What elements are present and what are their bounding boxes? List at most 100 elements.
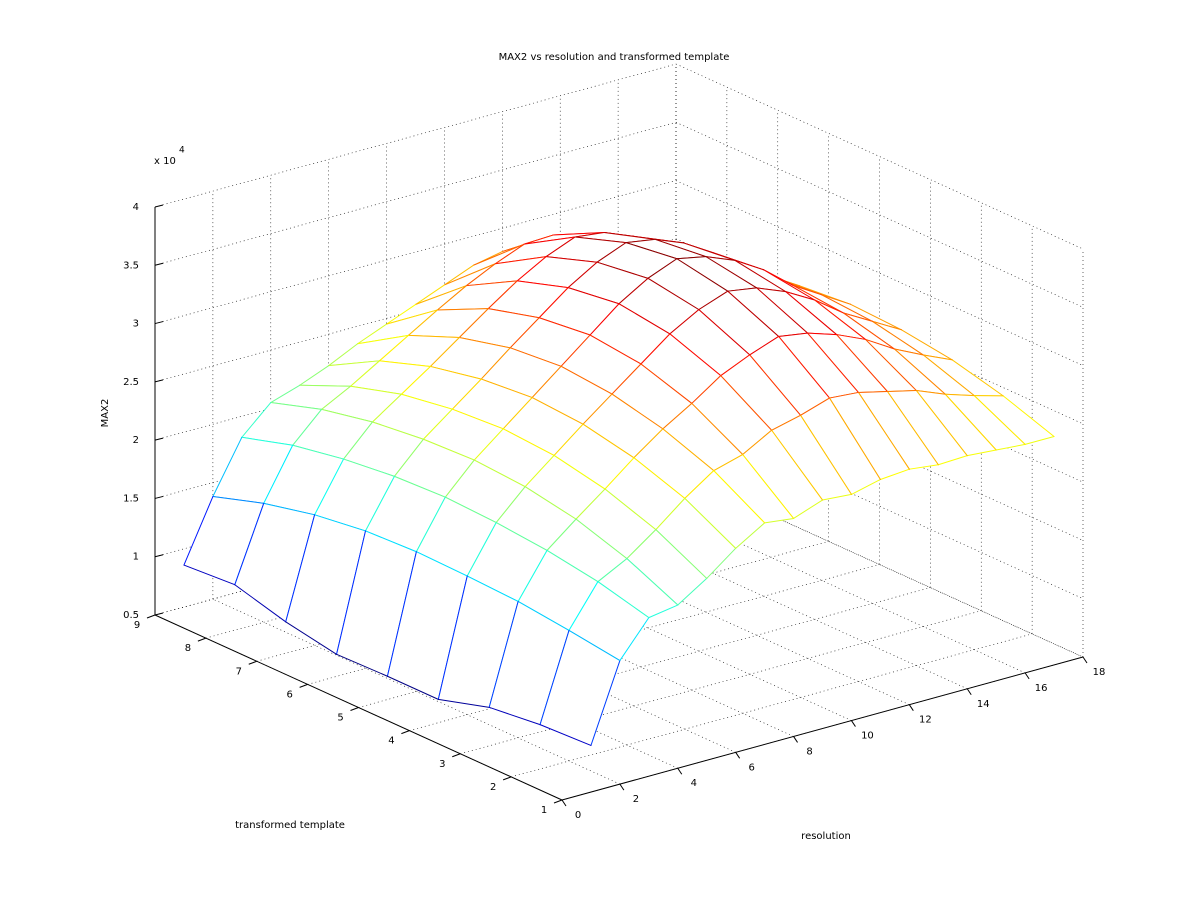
mesh-edge [472, 243, 525, 266]
y-tick [401, 730, 410, 735]
mesh-edge [539, 724, 592, 746]
mesh-edge [422, 438, 475, 461]
mesh-face [800, 398, 881, 495]
x-tick [561, 799, 567, 807]
mesh-edge [488, 706, 541, 726]
mesh-edge [800, 414, 852, 495]
z-scale-base: x 10 [154, 156, 176, 167]
mesh-edge [596, 261, 649, 279]
mesh-edge [509, 347, 562, 367]
mesh-edge [814, 299, 866, 340]
x-tick-label: 4 [691, 778, 697, 789]
mesh-face [576, 489, 656, 559]
mesh-face [807, 333, 888, 393]
mesh-edge [523, 234, 554, 245]
mesh-face [676, 256, 757, 292]
mesh-edge [451, 378, 482, 410]
mesh-face [843, 313, 924, 356]
x-tick-label: 14 [977, 699, 990, 710]
x-tick [908, 704, 914, 711]
mesh-edge [502, 397, 533, 430]
mesh-face [510, 317, 591, 367]
mesh-edge [574, 232, 605, 238]
z-axis-label: MAX2 [100, 399, 111, 428]
mesh-edge [915, 390, 946, 395]
x-tick-label: 0 [575, 810, 581, 821]
mesh-face [532, 366, 612, 425]
y-tick [502, 776, 512, 781]
mesh-edge [691, 375, 722, 404]
grid-line [675, 238, 1084, 425]
mesh-edge [843, 312, 873, 322]
mesh-edge [516, 280, 569, 289]
mesh-edge [597, 581, 650, 619]
mesh-edge [705, 256, 736, 261]
mesh-edge [560, 334, 591, 367]
x-axis-line [561, 656, 1084, 801]
mesh-face [437, 280, 518, 310]
mesh-edge [183, 564, 236, 586]
y-tick [553, 799, 563, 804]
mesh-edge [735, 522, 766, 549]
mesh-edge [400, 365, 431, 395]
mesh-edge [655, 529, 708, 579]
mesh-edge [893, 348, 946, 395]
mesh-edge [314, 514, 367, 532]
mesh-face [691, 375, 772, 455]
y-tick-label: 3 [439, 759, 445, 770]
mesh-face [365, 476, 446, 552]
mesh-edge [495, 486, 526, 524]
mesh-edge [611, 363, 642, 395]
mesh-edge [654, 238, 685, 244]
mesh-edge [495, 522, 548, 551]
mesh-face [568, 262, 648, 304]
mesh-edge [292, 408, 323, 446]
mesh-face [525, 455, 605, 520]
mesh-edge [647, 258, 678, 279]
mesh-face [292, 409, 373, 460]
mesh-edge [379, 360, 431, 367]
grid-line [212, 598, 621, 785]
z-tick [154, 262, 164, 266]
mesh-edge [821, 294, 852, 305]
mesh-face [756, 287, 837, 335]
mesh-face [561, 335, 641, 395]
mesh-face [655, 498, 736, 579]
mesh-edge [792, 284, 823, 296]
mesh-edge [343, 458, 395, 477]
mesh-edge [742, 429, 773, 456]
mesh-edge [299, 365, 330, 386]
z-tick [154, 204, 164, 208]
mesh-edge [436, 285, 467, 311]
mesh-edge [944, 393, 997, 451]
mesh-edge [415, 496, 446, 553]
mesh-edge [582, 423, 635, 459]
mesh-face [792, 285, 873, 322]
z-tick [154, 437, 164, 441]
mesh-edge [871, 320, 902, 331]
mesh-face [234, 503, 315, 622]
mesh-edge [713, 470, 766, 524]
mesh-edge [655, 497, 686, 531]
mesh-edge [908, 464, 939, 470]
y-tick-label: 2 [490, 782, 496, 793]
mesh-edge [850, 478, 881, 495]
mesh-edge [422, 408, 453, 440]
mesh-edge [713, 454, 744, 472]
mesh-edge [778, 332, 809, 337]
mesh-face [379, 335, 460, 367]
mesh-edge [451, 408, 504, 430]
mesh-edge [523, 236, 576, 245]
y-tick-label: 4 [388, 736, 394, 747]
mesh-edge [590, 660, 621, 746]
mesh-edge [415, 284, 445, 306]
mesh-edge [437, 698, 490, 708]
mesh-face [734, 260, 815, 300]
mesh-edge [640, 333, 671, 365]
mesh-face [727, 287, 808, 337]
mesh-edge [263, 444, 294, 504]
mesh-edge [734, 259, 765, 271]
mesh-edge [568, 581, 599, 631]
mesh-edge [524, 486, 577, 520]
mesh-edge [241, 436, 294, 446]
